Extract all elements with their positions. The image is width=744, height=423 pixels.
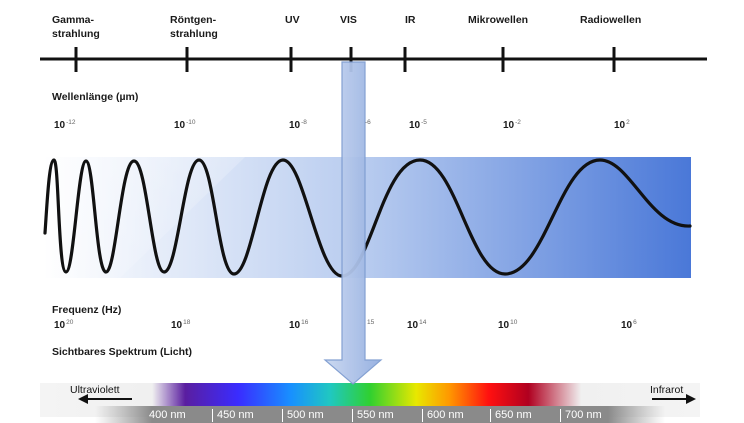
frequency-value: 1020 (54, 319, 74, 331)
band-label-ir: IR (405, 14, 416, 26)
wavelength-value: -6 (365, 119, 371, 126)
infrared-arrowhead (686, 394, 696, 404)
band-label-radio: Radiowellen (580, 14, 642, 26)
nm-scale-bar (95, 406, 665, 423)
nm-separator (490, 409, 491, 422)
ultraviolet-label: Ultraviolett (70, 384, 120, 396)
wavelength-value: 10-8 (289, 119, 307, 131)
nm-label: 400 nm (149, 409, 186, 421)
nm-label: 500 nm (287, 409, 324, 421)
frequency-value: 1014 (407, 319, 427, 331)
nm-label: 550 nm (357, 409, 394, 421)
nm-label: 600 nm (427, 409, 464, 421)
band-label-uv: UV (285, 14, 300, 26)
band-label-gamma: Gamma- strahlung (52, 14, 100, 40)
wave-band-shine (44, 157, 245, 278)
wavelength-value: 10-10 (174, 119, 196, 131)
nm-separator (422, 409, 423, 422)
wavelength-value: 10-12 (54, 119, 76, 131)
wavelength-value: 102 (614, 119, 630, 131)
band-label-xray: Röntgen- strahlung (170, 14, 218, 40)
vis-down-arrow (323, 61, 383, 385)
nm-separator (212, 409, 213, 422)
wavelength-title: Wellenlänge (µm) (52, 91, 139, 103)
nm-separator (560, 409, 561, 422)
frequency-value: 1016 (289, 319, 309, 331)
wavelength-value: 10-5 (409, 119, 427, 131)
axis-ticks (74, 47, 616, 72)
visible-spectrum-title: Sichtbares Spektrum (Licht) (52, 346, 193, 358)
nm-label: 450 nm (217, 409, 254, 421)
nm-label: 700 nm (565, 409, 602, 421)
nm-label: 650 nm (495, 409, 532, 421)
wave-curve (43, 158, 692, 278)
frequency-value: 106 (621, 319, 637, 331)
frequency-value: 15 (367, 319, 375, 326)
frequency-value: 1010 (498, 319, 518, 331)
wavelength-value: 10-2 (503, 119, 521, 131)
band-label-microwave: Mikrowellen (468, 14, 529, 26)
infrared-label: Infrarot (650, 384, 684, 396)
frequency-title: Frequenz (Hz) (52, 304, 122, 316)
band-label-vis: VIS (340, 14, 357, 26)
frequency-value: 1018 (171, 319, 191, 331)
nm-separator (352, 409, 353, 422)
nm-separator (282, 409, 283, 422)
ultraviolet-arrowhead (78, 394, 88, 404)
